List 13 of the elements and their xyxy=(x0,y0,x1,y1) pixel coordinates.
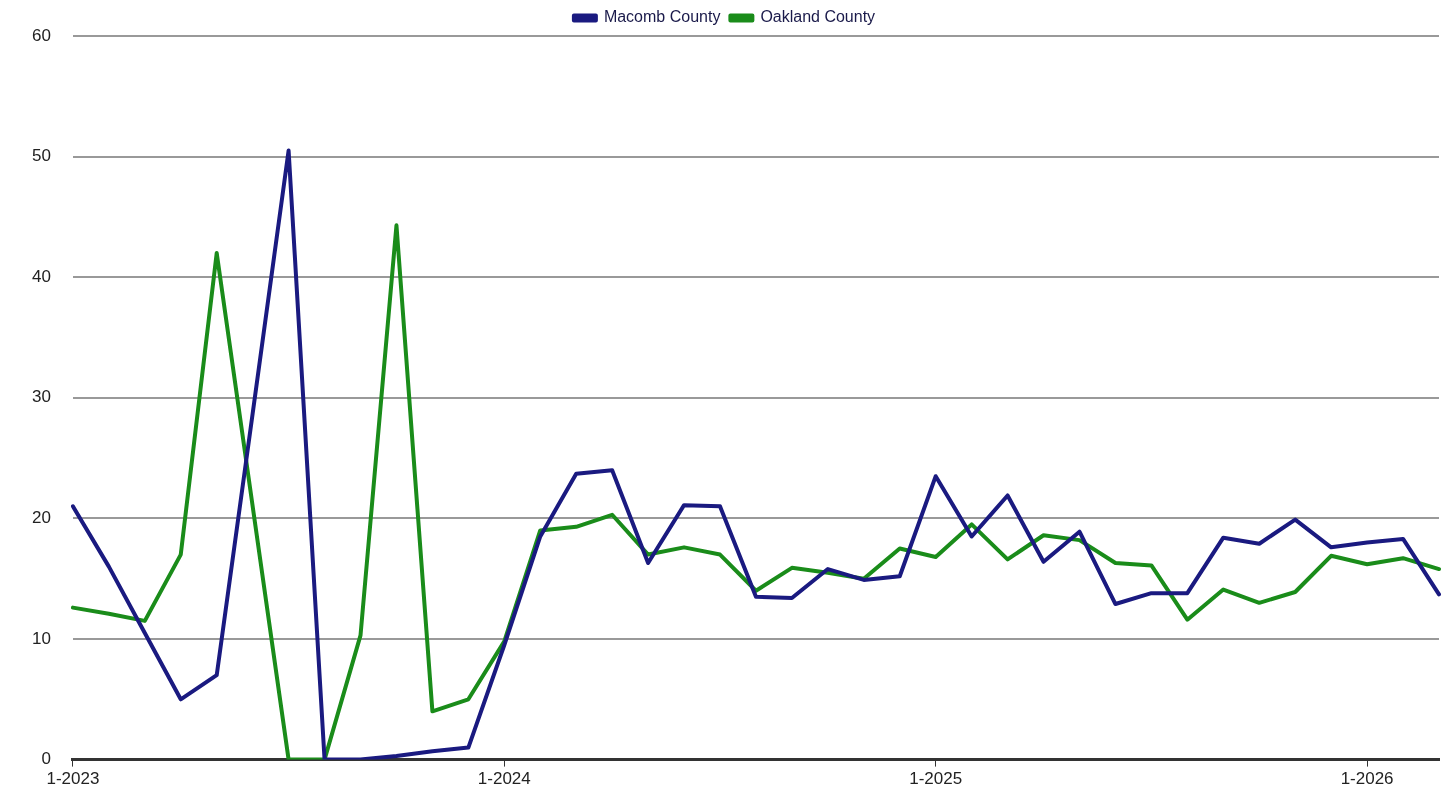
y-tick-label: 30 xyxy=(31,387,51,407)
y-tick-label: 50 xyxy=(31,146,51,166)
y-tick-label: 60 xyxy=(31,25,51,45)
y-tick-label: 0 xyxy=(41,749,51,769)
y-tick-label: 20 xyxy=(31,508,51,528)
legend-label: Macomb County xyxy=(603,8,721,26)
x-tick-label: 1-2024 xyxy=(477,769,531,789)
y-tick-label: 10 xyxy=(31,628,51,648)
y-tick-label: 40 xyxy=(31,266,51,286)
x-tick-label: 1-2026 xyxy=(1340,769,1394,789)
x-tick-label: 1-2023 xyxy=(46,769,100,789)
legend-label: Oakland County xyxy=(760,8,876,26)
x-tick-label: 1-2025 xyxy=(909,769,963,789)
